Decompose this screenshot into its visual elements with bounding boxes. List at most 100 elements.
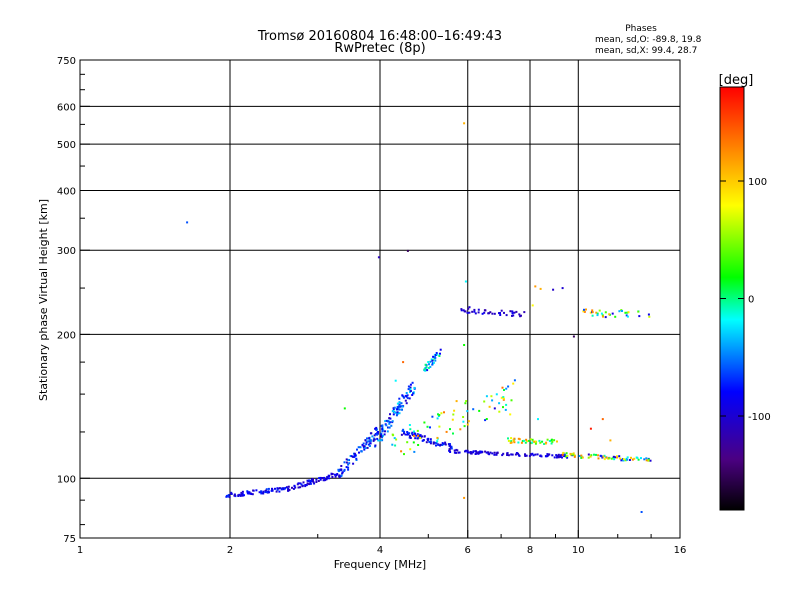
data-point — [499, 314, 502, 316]
data-point — [452, 432, 454, 435]
data-point — [618, 455, 621, 458]
data-point — [503, 389, 505, 391]
data-point — [502, 452, 505, 455]
data-point — [292, 487, 295, 490]
data-point — [485, 451, 488, 454]
data-point — [228, 496, 231, 499]
data-point — [500, 309, 503, 312]
data-point — [398, 401, 401, 404]
data-point — [395, 438, 398, 441]
data-point — [274, 487, 276, 490]
data-point — [432, 361, 435, 364]
data-point — [507, 454, 510, 457]
data-point — [397, 405, 400, 408]
data-point — [365, 443, 368, 446]
data-point — [381, 426, 384, 429]
data-point — [595, 311, 598, 314]
data-point — [635, 456, 638, 459]
data-point — [450, 447, 453, 450]
data-point — [400, 450, 403, 453]
data-point — [463, 122, 466, 125]
data-point — [507, 437, 509, 440]
data-point — [380, 433, 383, 436]
data-point — [429, 440, 432, 443]
data-point — [444, 443, 447, 446]
data-point — [373, 434, 376, 437]
data-point — [410, 432, 413, 435]
data-point — [498, 402, 501, 405]
data-point — [416, 429, 419, 432]
data-point — [550, 438, 553, 441]
data-point — [409, 390, 412, 392]
y-tick-label: 75 — [63, 534, 76, 545]
data-point — [472, 451, 474, 454]
data-point — [631, 458, 634, 461]
data-point — [571, 453, 574, 456]
data-point — [561, 453, 564, 456]
data-point — [412, 441, 415, 444]
chart-title: Tromsø 20160804 16:48:00–16:49:43 — [257, 29, 502, 44]
data-point — [395, 414, 398, 417]
data-point — [624, 459, 627, 462]
data-point — [487, 451, 489, 454]
data-point — [402, 395, 405, 398]
data-point — [434, 359, 437, 362]
data-point — [440, 412, 443, 415]
data-point — [241, 490, 244, 493]
data-point — [513, 311, 516, 314]
data-point — [510, 440, 513, 443]
data-point — [347, 466, 350, 469]
data-point — [591, 309, 594, 312]
data-point — [406, 433, 409, 436]
data-point — [626, 315, 629, 318]
data-point — [543, 443, 546, 445]
data-point — [513, 441, 516, 444]
data-point — [531, 452, 534, 455]
data-point — [561, 456, 563, 459]
data-point — [462, 416, 465, 418]
data-point — [600, 312, 603, 315]
data-point — [361, 443, 364, 446]
data-point — [334, 475, 337, 478]
data-point — [499, 312, 501, 314]
data-point — [611, 312, 614, 315]
data-point — [403, 432, 405, 435]
data-point — [507, 385, 510, 388]
data-point — [511, 310, 514, 313]
x-tick-label: 10 — [572, 545, 585, 556]
data-point — [510, 399, 513, 402]
data-point — [381, 424, 384, 427]
data-point — [622, 458, 625, 461]
data-point — [478, 409, 481, 412]
data-point — [392, 407, 395, 410]
data-point — [566, 454, 569, 457]
colorbar-ticks: 100 0 -100 — [720, 177, 771, 423]
data-point — [406, 431, 409, 433]
data-point — [435, 352, 438, 354]
data-point — [326, 477, 329, 479]
data-point — [297, 482, 300, 485]
data-point — [377, 439, 380, 442]
data-point — [466, 423, 469, 426]
data-point — [417, 444, 420, 446]
data-point — [407, 388, 410, 391]
data-point — [630, 456, 632, 459]
data-point — [400, 405, 403, 408]
data-point — [431, 363, 434, 366]
data-point — [309, 481, 312, 484]
data-point — [406, 394, 409, 397]
data-point — [506, 452, 509, 455]
data-point — [401, 394, 404, 397]
data-point — [321, 477, 324, 479]
data-point — [637, 458, 640, 461]
data-point — [457, 451, 460, 454]
data-point — [355, 457, 358, 460]
data-point — [340, 468, 343, 471]
y-tick-label: 400 — [57, 186, 76, 197]
data-point — [475, 452, 478, 455]
data-point — [384, 420, 387, 423]
data-point — [260, 492, 263, 495]
data-point — [403, 396, 405, 399]
data-point — [462, 309, 465, 312]
data-point — [449, 444, 452, 447]
